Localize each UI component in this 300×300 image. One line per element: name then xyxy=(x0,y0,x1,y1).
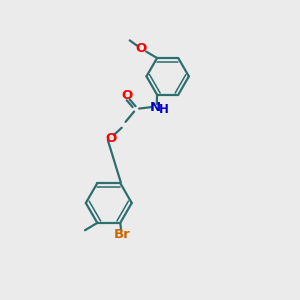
Text: O: O xyxy=(122,89,133,102)
Text: O: O xyxy=(135,42,146,55)
Text: N: N xyxy=(150,100,161,114)
Text: O: O xyxy=(105,131,116,145)
Text: H: H xyxy=(159,103,169,116)
Text: Br: Br xyxy=(114,228,131,241)
